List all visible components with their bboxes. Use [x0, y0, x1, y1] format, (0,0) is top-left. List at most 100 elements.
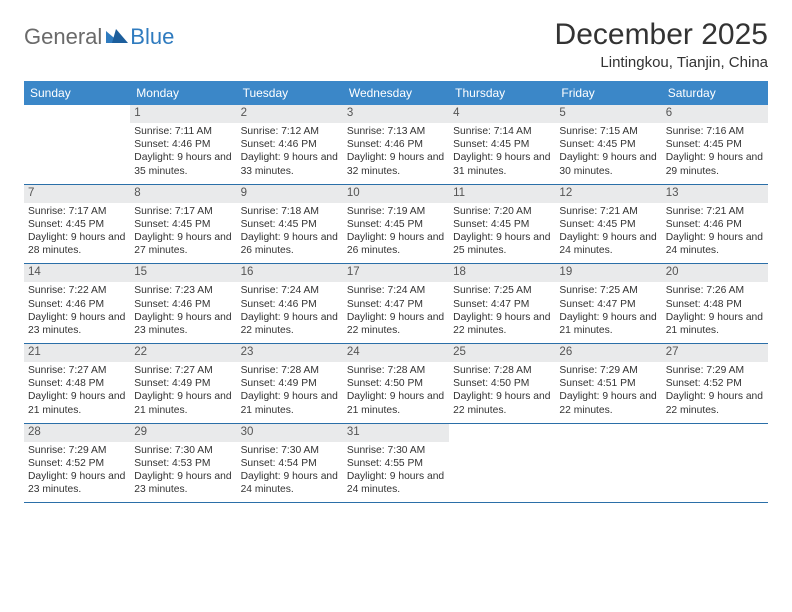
day-number: 4 — [449, 105, 555, 123]
day-number: 31 — [343, 424, 449, 442]
sunrise-text: Sunrise: 7:29 AM — [28, 444, 126, 457]
header: General Blue December 2025 Lintingkou, T… — [24, 18, 768, 71]
day-number: 13 — [662, 185, 768, 203]
calendar-cell: 8Sunrise: 7:17 AMSunset: 4:45 PMDaylight… — [130, 185, 236, 264]
sunset-text: Sunset: 4:50 PM — [347, 377, 445, 390]
sunrise-text: Sunrise: 7:23 AM — [134, 284, 232, 297]
calendar-cell: 1Sunrise: 7:11 AMSunset: 4:46 PMDaylight… — [130, 105, 236, 184]
sunrise-text: Sunrise: 7:18 AM — [241, 205, 339, 218]
sunrise-text: Sunrise: 7:27 AM — [134, 364, 232, 377]
sunrise-text: Sunrise: 7:21 AM — [559, 205, 657, 218]
sunrise-text: Sunrise: 7:17 AM — [134, 205, 232, 218]
cell-body: Sunrise: 7:27 AMSunset: 4:49 PMDaylight:… — [130, 362, 236, 423]
cell-body: Sunrise: 7:29 AMSunset: 4:51 PMDaylight:… — [555, 362, 661, 423]
cell-body: Sunrise: 7:16 AMSunset: 4:45 PMDaylight:… — [662, 123, 768, 184]
sunset-text: Sunset: 4:55 PM — [347, 457, 445, 470]
cell-body: Sunrise: 7:17 AMSunset: 4:45 PMDaylight:… — [24, 203, 130, 264]
cell-body: Sunrise: 7:30 AMSunset: 4:53 PMDaylight:… — [130, 442, 236, 503]
calendar-body: 1Sunrise: 7:11 AMSunset: 4:46 PMDaylight… — [24, 105, 768, 503]
calendar-cell: 16Sunrise: 7:24 AMSunset: 4:46 PMDayligh… — [237, 264, 343, 343]
day-number: 16 — [237, 264, 343, 282]
sunrise-text: Sunrise: 7:28 AM — [347, 364, 445, 377]
calendar-cell: 25Sunrise: 7:28 AMSunset: 4:50 PMDayligh… — [449, 344, 555, 423]
calendar-cell: 11Sunrise: 7:20 AMSunset: 4:45 PMDayligh… — [449, 185, 555, 264]
cell-body: Sunrise: 7:11 AMSunset: 4:46 PMDaylight:… — [130, 123, 236, 184]
sunset-text: Sunset: 4:46 PM — [666, 218, 764, 231]
day-number: 25 — [449, 344, 555, 362]
day-number: 5 — [555, 105, 661, 123]
logo-text-general: General — [24, 24, 102, 50]
sunrise-text: Sunrise: 7:29 AM — [559, 364, 657, 377]
calendar-cell: 12Sunrise: 7:21 AMSunset: 4:45 PMDayligh… — [555, 185, 661, 264]
cell-body: Sunrise: 7:29 AMSunset: 4:52 PMDaylight:… — [662, 362, 768, 423]
day-number: 3 — [343, 105, 449, 123]
calendar-cell: 18Sunrise: 7:25 AMSunset: 4:47 PMDayligh… — [449, 264, 555, 343]
cell-body: Sunrise: 7:29 AMSunset: 4:52 PMDaylight:… — [24, 442, 130, 503]
day-number: 19 — [555, 264, 661, 282]
sunset-text: Sunset: 4:47 PM — [347, 298, 445, 311]
daylight-text: Daylight: 9 hours and 32 minutes. — [347, 151, 445, 177]
daylight-text: Daylight: 9 hours and 26 minutes. — [241, 231, 339, 257]
sunrise-text: Sunrise: 7:25 AM — [453, 284, 551, 297]
sunset-text: Sunset: 4:45 PM — [28, 218, 126, 231]
sunset-text: Sunset: 4:49 PM — [134, 377, 232, 390]
sunrise-text: Sunrise: 7:14 AM — [453, 125, 551, 138]
cell-body: Sunrise: 7:26 AMSunset: 4:48 PMDaylight:… — [662, 282, 768, 343]
day-number: 27 — [662, 344, 768, 362]
day-number: 1 — [130, 105, 236, 123]
daylight-text: Daylight: 9 hours and 35 minutes. — [134, 151, 232, 177]
weekday-monday: Monday — [130, 81, 236, 105]
calendar-cell: 21Sunrise: 7:27 AMSunset: 4:48 PMDayligh… — [24, 344, 130, 423]
calendar-cell: 10Sunrise: 7:19 AMSunset: 4:45 PMDayligh… — [343, 185, 449, 264]
weekday-saturday: Saturday — [662, 81, 768, 105]
day-number — [555, 424, 661, 442]
calendar-cell: 17Sunrise: 7:24 AMSunset: 4:47 PMDayligh… — [343, 264, 449, 343]
day-number: 9 — [237, 185, 343, 203]
day-number: 24 — [343, 344, 449, 362]
cell-body: Sunrise: 7:28 AMSunset: 4:50 PMDaylight:… — [449, 362, 555, 423]
daylight-text: Daylight: 9 hours and 21 minutes. — [241, 390, 339, 416]
calendar-cell: 22Sunrise: 7:27 AMSunset: 4:49 PMDayligh… — [130, 344, 236, 423]
calendar-week: 28Sunrise: 7:29 AMSunset: 4:52 PMDayligh… — [24, 424, 768, 504]
cell-body: Sunrise: 7:21 AMSunset: 4:45 PMDaylight:… — [555, 203, 661, 264]
sunset-text: Sunset: 4:53 PM — [134, 457, 232, 470]
sunrise-text: Sunrise: 7:27 AM — [28, 364, 126, 377]
calendar-cell: 20Sunrise: 7:26 AMSunset: 4:48 PMDayligh… — [662, 264, 768, 343]
day-number: 7 — [24, 185, 130, 203]
sunset-text: Sunset: 4:45 PM — [347, 218, 445, 231]
cell-body: Sunrise: 7:25 AMSunset: 4:47 PMDaylight:… — [449, 282, 555, 343]
calendar-cell: 23Sunrise: 7:28 AMSunset: 4:49 PMDayligh… — [237, 344, 343, 423]
weekday-header: Sunday Monday Tuesday Wednesday Thursday… — [24, 81, 768, 105]
day-number: 14 — [24, 264, 130, 282]
daylight-text: Daylight: 9 hours and 22 minutes. — [347, 311, 445, 337]
sunrise-text: Sunrise: 7:17 AM — [28, 205, 126, 218]
calendar-week: 7Sunrise: 7:17 AMSunset: 4:45 PMDaylight… — [24, 185, 768, 265]
cell-body: Sunrise: 7:19 AMSunset: 4:45 PMDaylight:… — [343, 203, 449, 264]
sunrise-text: Sunrise: 7:21 AM — [666, 205, 764, 218]
daylight-text: Daylight: 9 hours and 23 minutes. — [134, 311, 232, 337]
calendar-week: 14Sunrise: 7:22 AMSunset: 4:46 PMDayligh… — [24, 264, 768, 344]
daylight-text: Daylight: 9 hours and 30 minutes. — [559, 151, 657, 177]
daylight-text: Daylight: 9 hours and 33 minutes. — [241, 151, 339, 177]
daylight-text: Daylight: 9 hours and 23 minutes. — [28, 470, 126, 496]
sunrise-text: Sunrise: 7:11 AM — [134, 125, 232, 138]
sunset-text: Sunset: 4:46 PM — [134, 298, 232, 311]
daylight-text: Daylight: 9 hours and 22 minutes. — [453, 390, 551, 416]
cell-body: Sunrise: 7:13 AMSunset: 4:46 PMDaylight:… — [343, 123, 449, 184]
sunrise-text: Sunrise: 7:24 AM — [241, 284, 339, 297]
day-number: 20 — [662, 264, 768, 282]
calendar-cell: 2Sunrise: 7:12 AMSunset: 4:46 PMDaylight… — [237, 105, 343, 184]
daylight-text: Daylight: 9 hours and 24 minutes. — [666, 231, 764, 257]
daylight-text: Daylight: 9 hours and 23 minutes. — [28, 311, 126, 337]
day-number: 23 — [237, 344, 343, 362]
daylight-text: Daylight: 9 hours and 24 minutes. — [347, 470, 445, 496]
cell-body: Sunrise: 7:30 AMSunset: 4:55 PMDaylight:… — [343, 442, 449, 503]
calendar-cell: 15Sunrise: 7:23 AMSunset: 4:46 PMDayligh… — [130, 264, 236, 343]
daylight-text: Daylight: 9 hours and 25 minutes. — [453, 231, 551, 257]
sunset-text: Sunset: 4:45 PM — [453, 138, 551, 151]
calendar-cell: 6Sunrise: 7:16 AMSunset: 4:45 PMDaylight… — [662, 105, 768, 184]
cell-body: Sunrise: 7:23 AMSunset: 4:46 PMDaylight:… — [130, 282, 236, 343]
daylight-text: Daylight: 9 hours and 29 minutes. — [666, 151, 764, 177]
sunrise-text: Sunrise: 7:26 AM — [666, 284, 764, 297]
weekday-tuesday: Tuesday — [237, 81, 343, 105]
